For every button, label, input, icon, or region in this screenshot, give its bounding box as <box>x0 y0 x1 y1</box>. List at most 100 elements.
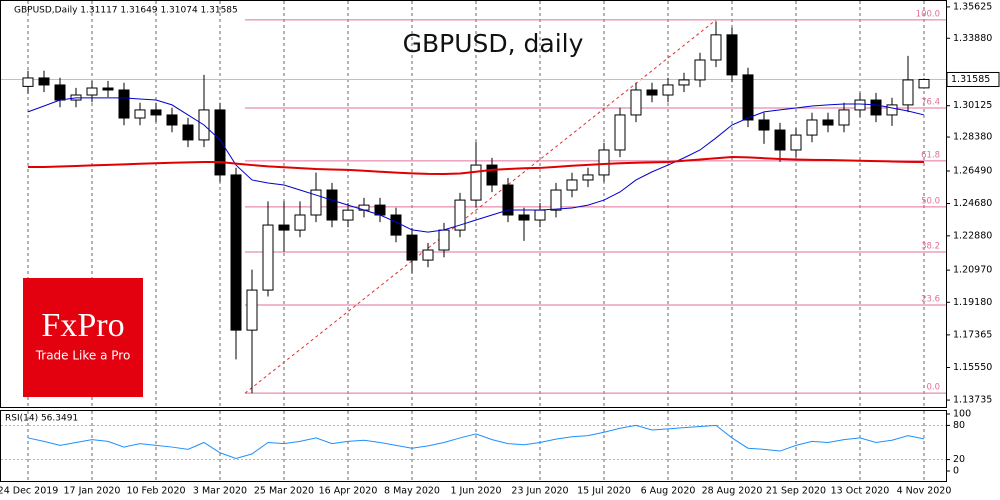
fib-label: 23.6 <box>921 294 940 304</box>
candle-body <box>758 119 770 131</box>
tagline: Trade Like a Pro <box>35 349 131 363</box>
candle-body <box>182 124 194 141</box>
candle-body <box>662 84 674 96</box>
price-frame <box>0 0 947 408</box>
candle-body <box>582 174 594 181</box>
candle-body <box>710 34 722 61</box>
rsi-line <box>27 424 925 459</box>
candle-body <box>246 289 258 331</box>
chart-title: GBPUSD, daily <box>403 29 584 58</box>
candle-body <box>406 234 418 261</box>
x-tick-label: 4 Nov 2020 <box>897 486 952 497</box>
candle-body <box>486 164 498 186</box>
y-tick-label: 1.22880 <box>953 230 992 241</box>
x-tick-label: 1 Jun 2020 <box>450 486 501 497</box>
y-tick-label: 1.17365 <box>953 329 992 340</box>
y-tick-label: 1.35625 <box>953 1 992 12</box>
x-tick-label: 28 Aug 2020 <box>702 486 763 497</box>
fib-label: 61.8 <box>921 150 940 160</box>
moving-average <box>28 155 925 176</box>
candle-body <box>566 179 578 191</box>
candle-body <box>534 209 546 221</box>
candle-body <box>54 84 66 101</box>
x-tick-label: 21 Sep 2020 <box>766 486 826 497</box>
candle-body <box>294 214 306 231</box>
x-tick-label: 6 Aug 2020 <box>641 486 696 497</box>
x-tick-label: 16 Apr 2020 <box>319 486 378 497</box>
candle-body <box>214 109 226 176</box>
candle-body <box>822 119 834 126</box>
candle-body <box>118 89 130 119</box>
candle-body <box>886 104 898 116</box>
candle-body <box>390 214 402 236</box>
candle-body <box>918 78 930 89</box>
fib-label: 38.2 <box>921 241 940 251</box>
candle-body <box>646 89 658 96</box>
candle-body <box>790 134 802 151</box>
candle-body <box>694 59 706 81</box>
candle-body <box>870 99 882 116</box>
y-tick-label: 1.28380 <box>953 132 992 143</box>
y-tick-label: 1.33880 <box>953 33 992 44</box>
candle-body <box>454 199 466 231</box>
header: GBPUSD,Daily 1.31117 1.31649 1.31074 1.3… <box>14 6 238 16</box>
rsi-title: RSI(14) 56.3491 <box>5 414 78 424</box>
candle-body <box>278 224 290 231</box>
fib-trend <box>244 19 717 394</box>
y-tick-label: 1.30125 <box>953 100 992 111</box>
candle-body <box>150 109 162 116</box>
y-tick-label: 1.13735 <box>953 395 992 406</box>
x-tick-label: 25 Mar 2020 <box>254 486 314 497</box>
candle-body <box>22 77 34 87</box>
y-tick-label: 1.20970 <box>953 265 992 276</box>
candle-body <box>806 119 818 136</box>
x-tick-label: 10 Feb 2020 <box>126 486 185 497</box>
x-tick-label: 24 Dec 2019 <box>0 486 58 497</box>
candle-body <box>438 229 450 251</box>
y-tick-label: 1.24680 <box>953 198 992 209</box>
x-tick-label: 23 Jun 2020 <box>511 486 568 497</box>
fib-label: 76.4 <box>921 97 940 107</box>
candle-body <box>422 249 434 261</box>
candle-body <box>86 87 98 96</box>
x-tick-label: 13 Oct 2020 <box>831 486 890 497</box>
moving-average <box>27 97 925 233</box>
candle-body <box>342 209 354 221</box>
fib-label: 100.0 <box>916 9 940 19</box>
y-tick-label: 1.26490 <box>953 165 992 176</box>
candle-body <box>854 99 866 111</box>
fib-label: 50.0 <box>921 196 940 206</box>
x-tick-label: 8 May 2020 <box>384 486 440 497</box>
logo-box <box>23 278 143 397</box>
candle-body <box>326 189 338 221</box>
price-label: 1.31585 <box>951 74 990 85</box>
candle-body <box>742 74 754 121</box>
y-tick-label: 20 <box>953 454 965 465</box>
candle-body <box>598 149 610 176</box>
candle-body <box>134 109 146 119</box>
candle-body <box>550 189 562 211</box>
y-tick-label: 1.19180 <box>953 297 992 308</box>
candle-body <box>470 164 482 201</box>
y-tick-label: 0 <box>953 466 959 477</box>
candle-body <box>678 79 690 86</box>
candle-body <box>838 109 850 126</box>
candle-body <box>502 184 514 216</box>
candle-body <box>518 214 530 221</box>
y-tick-label: 100 <box>953 409 971 420</box>
candle-body <box>902 79 914 106</box>
fib-label: 0.0 <box>926 383 940 393</box>
candle-body <box>630 89 642 116</box>
x-tick-label: 3 Mar 2020 <box>193 486 247 497</box>
candle-body <box>38 77 50 86</box>
rsi-frame <box>0 410 947 482</box>
candle-body <box>230 174 242 331</box>
candle-body <box>262 224 274 291</box>
y-tick-label: 80 <box>953 420 965 431</box>
candle-body <box>102 87 114 91</box>
candle-body <box>614 114 626 151</box>
candle-body <box>774 129 786 151</box>
y-tick-label: 1.15550 <box>953 362 992 373</box>
